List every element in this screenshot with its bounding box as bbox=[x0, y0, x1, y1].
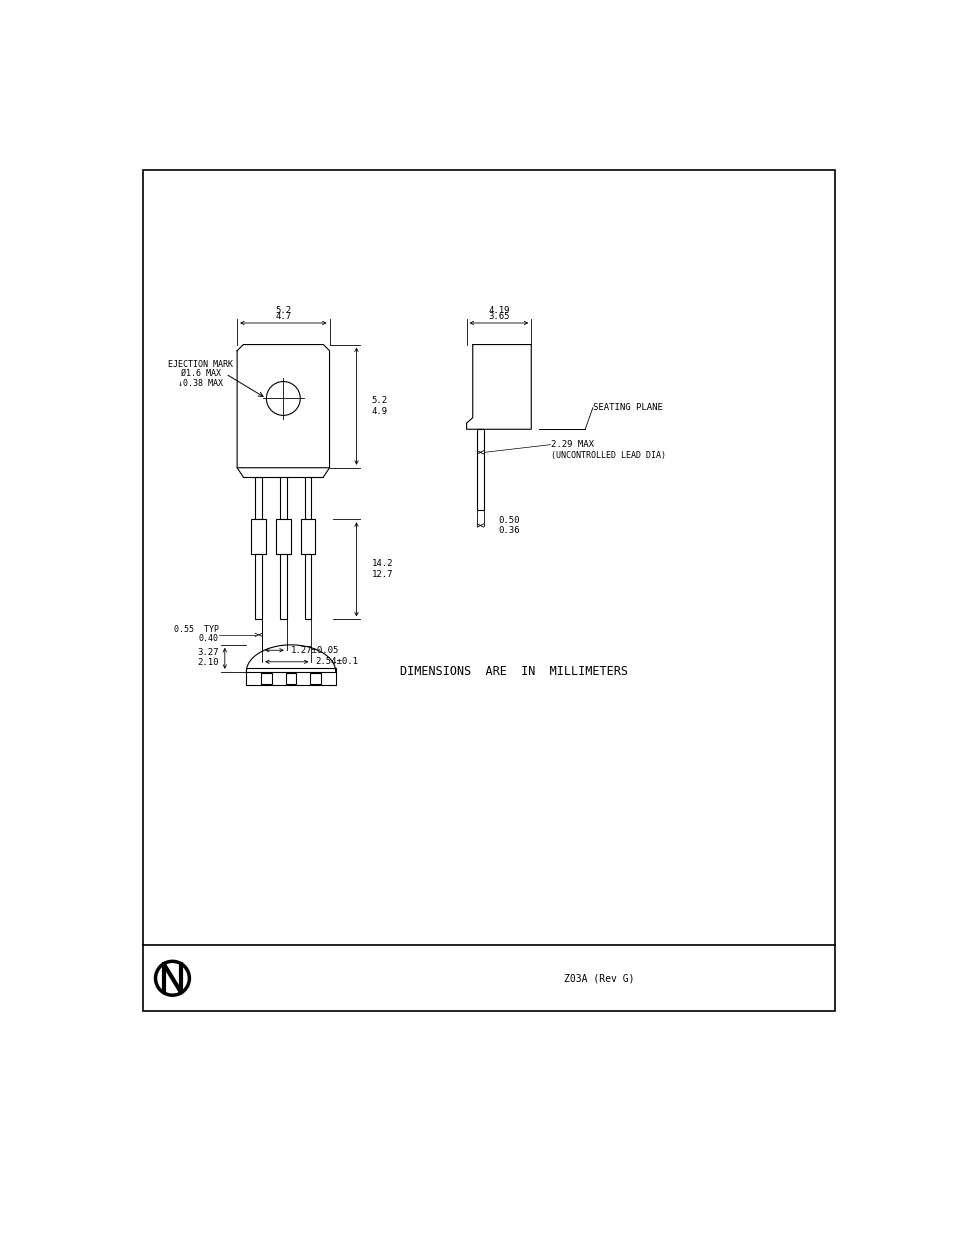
Text: 3.27: 3.27 bbox=[197, 648, 218, 657]
Text: 0.40: 0.40 bbox=[198, 635, 218, 643]
Bar bbox=[285, 673, 296, 684]
Bar bbox=[245, 668, 336, 685]
Bar bbox=[255, 477, 262, 520]
Text: EJECTION MARK: EJECTION MARK bbox=[169, 361, 233, 369]
Bar bbox=[304, 555, 311, 620]
Bar bbox=[252, 520, 266, 555]
Bar bbox=[279, 477, 287, 520]
Text: 5.2: 5.2 bbox=[275, 305, 291, 315]
Text: 0.36: 0.36 bbox=[497, 526, 519, 535]
Bar bbox=[304, 477, 311, 520]
Text: SEATING PLANE: SEATING PLANE bbox=[592, 403, 662, 412]
Text: 12.7: 12.7 bbox=[372, 571, 393, 579]
Text: ↓0.38 MAX: ↓0.38 MAX bbox=[178, 379, 223, 388]
Text: 4.19: 4.19 bbox=[488, 305, 509, 315]
Bar bbox=[143, 169, 834, 1010]
Text: 0.55  TYP: 0.55 TYP bbox=[173, 625, 218, 634]
Bar bbox=[310, 673, 321, 684]
Bar bbox=[261, 673, 272, 684]
Bar bbox=[275, 520, 291, 555]
Text: 4.9: 4.9 bbox=[372, 408, 388, 416]
Text: 0.50: 0.50 bbox=[497, 516, 519, 525]
Bar bbox=[476, 430, 484, 510]
Text: Ø1.6 MAX: Ø1.6 MAX bbox=[181, 369, 221, 378]
Text: 2.10: 2.10 bbox=[197, 658, 218, 667]
Text: 2.29 MAX: 2.29 MAX bbox=[550, 440, 593, 450]
Text: 5.2: 5.2 bbox=[372, 396, 388, 405]
Bar bbox=[279, 555, 287, 620]
Text: (UNCONTROLLED LEAD DIA): (UNCONTROLLED LEAD DIA) bbox=[550, 451, 665, 459]
Text: DIMENSIONS  ARE  IN  MILLIMETERS: DIMENSIONS ARE IN MILLIMETERS bbox=[400, 666, 628, 678]
Bar bbox=[255, 555, 262, 620]
Bar bbox=[300, 520, 314, 555]
Text: 14.2: 14.2 bbox=[372, 558, 393, 568]
Text: 4.7: 4.7 bbox=[275, 312, 291, 321]
Text: 2.54±0.1: 2.54±0.1 bbox=[314, 657, 358, 667]
Text: 3.65: 3.65 bbox=[488, 312, 509, 321]
Text: Z03A (Rev G): Z03A (Rev G) bbox=[563, 973, 634, 983]
Text: 1.27±0.05: 1.27±0.05 bbox=[291, 646, 338, 655]
